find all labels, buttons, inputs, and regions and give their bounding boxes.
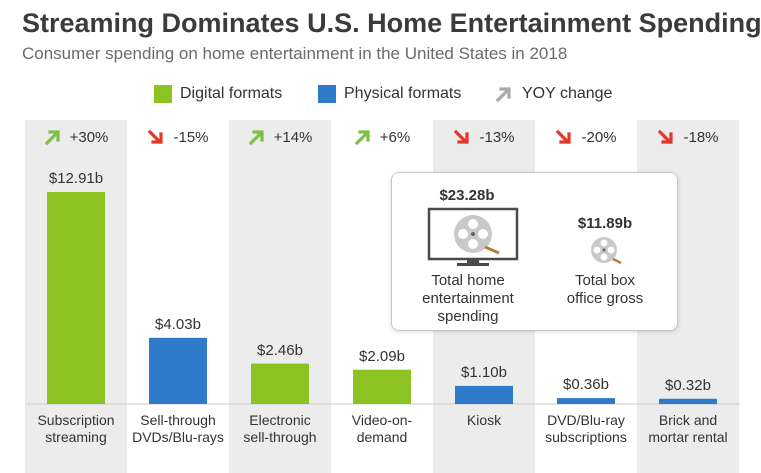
chart-subtitle: Consumer spending on home entertainment … <box>22 44 568 63</box>
value-label-video-on-demand: $2.09b <box>359 347 405 365</box>
tv-film-reel-icon <box>427 207 519 266</box>
legend-physical: Physical formats <box>318 82 461 106</box>
category-label-line: subscriptions <box>545 429 627 445</box>
yoy-arrow-icon <box>495 87 511 103</box>
category-label-line: sell-through <box>243 429 317 445</box>
yoy-change-value: -18% <box>683 128 719 146</box>
arrow-down-right-icon <box>454 129 470 145</box>
total-home-label: Total home entertainment spending <box>398 272 538 326</box>
bar-kiosk <box>455 385 513 404</box>
legend: Digital formats Physical formats YOY cha… <box>0 82 761 106</box>
bar-sell-through-dvds-blu-rays <box>149 337 207 404</box>
category-label-electronic-sell-through: Electronic sell-through <box>230 412 330 446</box>
arrow-down-right-icon <box>556 129 572 145</box>
yoy-change-dvd-blu-ray-subscriptions: -20% <box>536 128 636 146</box>
category-label-subscription-streaming: Subscription streaming <box>26 412 126 446</box>
arrow-up-right-icon <box>354 130 370 146</box>
value-label-sell-through-dvds-blu-rays: $4.03b <box>155 315 201 333</box>
yoy-change-value: +14% <box>273 128 313 146</box>
yoy-change-electronic-sell-through: +14% <box>230 128 330 146</box>
bar-brick-and-mortar-rental <box>659 398 717 404</box>
category-label-line: mortar rental <box>648 429 728 445</box>
total-home-value: $23.28b <box>439 187 495 204</box>
legend-physical-label: Physical formats <box>344 85 462 102</box>
category-label-line: Brick and <box>658 412 718 428</box>
yoy-change-kiosk: -13% <box>434 128 534 146</box>
value-label-subscription-streaming: $12.91b <box>48 170 104 187</box>
legend-yoy-label: YOY change <box>522 85 613 102</box>
category-label-line: DVDs/Blu-rays <box>132 429 224 445</box>
arrow-down-right-icon <box>658 129 674 145</box>
value-label-brick-and-mortar-rental: $0.32b <box>665 376 711 394</box>
legend-digital-swatch <box>154 85 172 103</box>
arrow-up-right-icon <box>44 130 60 146</box>
yoy-change-brick-and-mortar-rental: -18% <box>638 128 738 146</box>
legend-digital-label: Digital formats <box>180 85 283 102</box>
bar-dvd-blu-ray-subscriptions <box>557 398 615 404</box>
yoy-change-sell-through-dvds-blu-rays: -15% <box>128 128 228 146</box>
value-label-dvd-blu-ray-subscriptions: $0.36b <box>563 376 609 394</box>
yoy-change-value: +30% <box>69 128 109 146</box>
value-label-electronic-sell-through: $2.46b <box>257 341 303 359</box>
yoy-change-value: -13% <box>479 128 515 146</box>
box-office-label-line1: Total box <box>574 272 636 289</box>
total-home-label-line2: entertainment <box>422 290 514 307</box>
chart-title: Streaming Dominates U.S. Home Entertainm… <box>22 8 761 38</box>
category-label-dvd-blu-ray-subscriptions: DVD/Blu-ray subscriptions <box>536 412 636 446</box>
film-reel-icon <box>591 237 622 265</box>
yoy-change-subscription-streaming: +30% <box>26 128 126 146</box>
box-office-value: $11.89b <box>577 215 633 232</box>
category-label-brick-and-mortar-rental: Brick and mortar rental <box>638 412 738 446</box>
category-label-line: Subscription <box>37 412 115 428</box>
total-home-label-line1: Total home <box>431 272 505 289</box>
legend-digital: Digital formats <box>154 82 282 106</box>
category-label-line: Kiosk <box>466 412 502 428</box>
category-label-line: Sell-through <box>140 412 216 428</box>
category-label-line: streaming <box>45 429 107 445</box>
category-label-sell-through-dvds-blu-rays: Sell-through DVDs/Blu-rays <box>128 412 228 446</box>
category-label-line: demand <box>356 429 408 445</box>
legend-physical-swatch <box>318 85 336 103</box>
legend-yoy: YOY change <box>494 82 612 106</box>
category-label-line: Electronic <box>249 412 311 428</box>
yoy-change-value: -15% <box>173 128 209 146</box>
category-label-line: Video-on- <box>351 412 413 428</box>
bar-electronic-sell-through <box>251 363 309 404</box>
arrow-down-right-icon <box>148 129 164 145</box>
box-office-label-line2: office gross <box>566 290 644 307</box>
yoy-change-video-on-demand: +6% <box>332 128 432 146</box>
yoy-change-value: -20% <box>581 128 617 146</box>
value-label-kiosk: $1.10b <box>461 363 507 381</box>
box-office-label: Total box office gross <box>535 272 675 308</box>
bar-subscription-streaming <box>47 192 105 404</box>
category-label-line: DVD/Blu-ray <box>547 412 625 428</box>
totals-inset: $23.28b Total home entertainment spendin… <box>391 172 678 331</box>
total-home-label-line3: spending <box>437 308 499 325</box>
category-label-kiosk: Kiosk <box>434 412 534 429</box>
category-label-video-on-demand: Video-on-demand <box>332 412 432 446</box>
bar-video-on-demand <box>353 369 411 404</box>
arrow-up-right-icon <box>248 130 264 146</box>
yoy-change-value: +6% <box>379 128 411 146</box>
column-bg-electronic-sell-through <box>229 120 331 473</box>
